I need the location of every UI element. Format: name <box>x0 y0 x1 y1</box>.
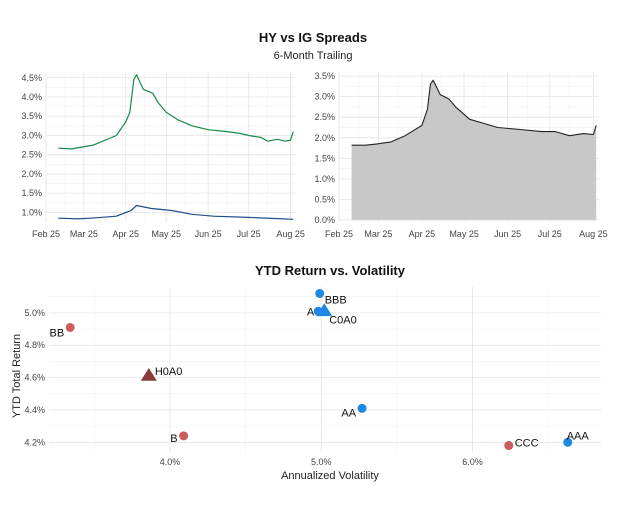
y-tick-label: 0.0% <box>314 215 335 225</box>
x-tick-label: Aug 25 <box>579 229 608 239</box>
y-tick-label: 5.0% <box>24 308 45 318</box>
x-tick-label: 4.0% <box>160 457 181 467</box>
x-tick-label: Aug 25 <box>276 229 305 239</box>
y-tick-label: 3.0% <box>21 130 42 140</box>
point-aa <box>357 403 367 413</box>
point-aaa <box>563 437 573 447</box>
point-h0a0-triangle <box>140 367 157 381</box>
x-tick-label: 5.0% <box>311 457 332 467</box>
top-chart-title: HY vs IG Spreads <box>259 30 367 45</box>
y-tick-label: 3.5% <box>21 111 42 121</box>
y-tick-label: 1.5% <box>21 188 42 198</box>
y-tick-label: 2.5% <box>21 150 42 160</box>
scatter-y-axis-label: YTD Total Return <box>11 334 23 418</box>
spread-difference-line <box>351 79 597 146</box>
y-tick-label: 4.8% <box>24 340 45 350</box>
hy-spread-line <box>58 74 294 150</box>
spread-difference-area-panel: 0.0% 0.5% 1.0% 1.5% 2.0% 2.5% 3.0% 3.5% Feb 25 Ma… <box>314 71 607 239</box>
x-tick-label: Apr 25 <box>409 229 436 239</box>
point-label-a: A <box>307 306 315 318</box>
x-tick-label: Feb 25 <box>32 229 60 239</box>
x-tick-label: May 25 <box>449 229 479 239</box>
y-tick-label: 2.0% <box>21 169 42 179</box>
return-volatility-scatter-panel: 4.2%4.4%4.6%4.8%5.0%4.0% 5.0% 6.0%BBBAC0A0… <box>24 287 601 467</box>
x-tick-label: Mar 25 <box>70 229 98 239</box>
y-tick-label: 3.0% <box>314 92 335 102</box>
point-label-bbb: BBB <box>325 294 347 306</box>
point-label-h0a0: H0A0 <box>155 366 183 378</box>
y-tick-label: 4.6% <box>24 373 45 383</box>
x-tick-label: Jun 25 <box>195 229 222 239</box>
point-label-b: B <box>170 433 177 445</box>
point-b <box>179 431 189 441</box>
point-label-aaa: AAA <box>567 430 590 442</box>
point-ccc <box>504 441 514 451</box>
x-tick-label: 6.0% <box>462 457 483 467</box>
y-tick-label: 4.4% <box>24 405 45 415</box>
y-tick-label: 2.0% <box>314 133 335 143</box>
y-tick-label: 3.5% <box>314 71 335 81</box>
spreads-line-panel: 1.0% 1.5% 2.0% 2.5% 3.0% 3.5% 4.0% 4.5% Feb 25 Ma… <box>21 72 305 239</box>
y-tick-label: 2.5% <box>314 112 335 122</box>
point-label-c0a0: C0A0 <box>329 314 357 326</box>
point-label-ccc: CCC <box>515 438 539 450</box>
scatter-title: YTD Return vs. Volatility <box>255 263 406 278</box>
y-tick-label: 4.5% <box>21 73 42 83</box>
x-tick-label: Apr 25 <box>112 229 139 239</box>
scatter-x-axis-label: Annualized Volatility <box>281 470 379 482</box>
spread-difference-area <box>351 80 597 220</box>
top-chart-subtitle: 6-Month Trailing <box>274 50 353 62</box>
y-tick-label: 1.0% <box>314 174 335 184</box>
y-tick-label: 4.2% <box>24 437 45 447</box>
point-c0a0-triangle <box>316 303 333 317</box>
x-tick-label: Mar 25 <box>364 229 392 239</box>
x-tick-label: Jul 25 <box>538 229 562 239</box>
x-tick-label: Jun 25 <box>494 229 521 239</box>
x-tick-label: Jul 25 <box>237 229 261 239</box>
point-bb <box>65 322 75 332</box>
point-label-bb: BB <box>49 327 64 339</box>
y-tick-label: 1.5% <box>314 153 335 163</box>
ig-spread-line <box>58 204 294 220</box>
y-tick-label: 4.0% <box>21 92 42 102</box>
x-tick-label: Feb 25 <box>325 229 353 239</box>
y-tick-label: 1.0% <box>21 207 42 217</box>
x-tick-label: May 25 <box>152 229 182 239</box>
y-tick-label: 0.5% <box>314 194 335 204</box>
point-bbb <box>315 288 325 298</box>
point-label-aa: AA <box>341 407 356 419</box>
